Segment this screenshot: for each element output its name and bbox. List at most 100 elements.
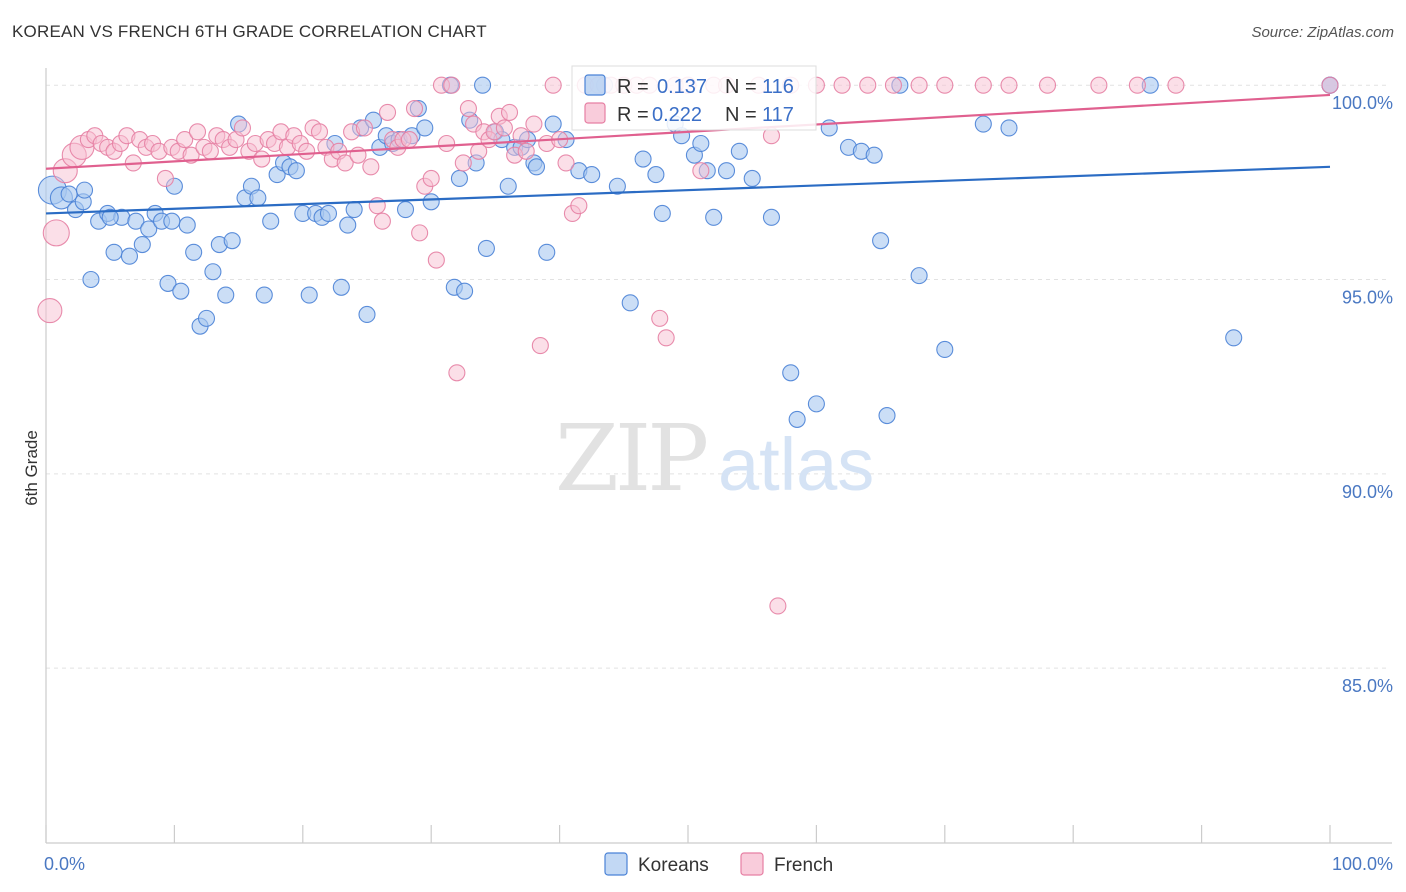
french-point	[974, 76, 992, 94]
french-point	[833, 76, 851, 94]
korean-point	[163, 212, 181, 230]
legend-french-n-label: N =	[725, 104, 757, 126]
korean-point	[456, 282, 474, 300]
french-point	[37, 298, 63, 324]
korean-point	[287, 162, 305, 180]
french-point	[176, 131, 194, 149]
legend-french-n-value: 117	[762, 104, 794, 126]
french-point	[459, 99, 477, 118]
korean-point	[159, 274, 177, 292]
trend-line-koreans	[45, 165, 1331, 215]
korean-point	[105, 243, 123, 261]
korean-point	[499, 177, 517, 195]
korean-point	[782, 364, 800, 382]
korean-point	[910, 267, 928, 285]
french-point	[298, 142, 316, 160]
french-point	[1321, 76, 1339, 94]
legend-koreans-r-value: 0.137	[657, 76, 707, 98]
french-point	[378, 103, 397, 121]
legend-french-r-label: R =	[617, 104, 649, 126]
korean-point	[450, 169, 468, 188]
french-point	[657, 329, 675, 347]
french-point	[495, 119, 513, 137]
korean-point	[1225, 329, 1243, 347]
korean-point	[872, 232, 890, 250]
french-point	[405, 99, 424, 118]
french-point	[438, 134, 456, 153]
bottom-legend-french-label: French	[774, 855, 833, 876]
french-point	[336, 154, 354, 172]
korean-point	[101, 208, 119, 226]
korean-point	[178, 216, 196, 234]
korean-point	[621, 294, 639, 312]
korean-point	[608, 177, 626, 195]
korean-point	[974, 115, 992, 133]
french-point	[310, 123, 329, 141]
french-point	[1167, 76, 1185, 94]
korean-point	[544, 115, 562, 133]
french-point	[884, 76, 902, 94]
y-tick-label: 85.0%	[1342, 676, 1393, 696]
watermark-atlas: atlas	[718, 423, 874, 506]
korean-point	[647, 166, 665, 184]
korean-point	[477, 239, 495, 257]
source-credit: Source: ZipAtlas.com	[1251, 24, 1394, 41]
bottom-legend-koreans-label: Koreans	[638, 855, 709, 876]
x-tick-label: 100.0%	[1332, 854, 1393, 874]
korean-point	[255, 286, 273, 304]
french-point	[188, 123, 207, 141]
korean-point	[538, 243, 556, 261]
french-point	[233, 119, 252, 137]
korean-point	[319, 204, 338, 222]
x-tick-label: 0.0%	[44, 854, 85, 874]
french-point	[427, 251, 445, 269]
korean-point	[878, 406, 896, 425]
french-point	[525, 115, 543, 133]
bottom-legend-french-swatch	[740, 852, 764, 876]
korean-point	[653, 204, 671, 222]
french-point	[1038, 76, 1057, 94]
legend-koreans-swatch	[584, 74, 606, 96]
korean-point	[807, 395, 825, 413]
french-point	[692, 162, 710, 180]
korean-point	[185, 243, 203, 261]
bottom-legend: Koreans French	[604, 852, 833, 876]
korean-point	[262, 212, 280, 230]
french-point	[400, 131, 418, 149]
y-tick-label: 100.0%	[1332, 93, 1393, 113]
french-point	[651, 309, 669, 327]
french-point	[156, 169, 174, 188]
french-point	[454, 154, 472, 172]
korean-point	[339, 216, 357, 234]
french-point	[373, 212, 391, 230]
french-point	[1128, 76, 1146, 94]
zipatlas-watermark: ZIP atlas	[555, 405, 874, 512]
french-point	[362, 158, 380, 176]
trend-lines	[45, 93, 1331, 215]
korean-point	[140, 220, 158, 238]
french-point	[422, 169, 440, 188]
korean-point	[223, 232, 241, 250]
french-point	[253, 150, 271, 168]
korean-point	[60, 185, 78, 203]
legend-koreans-n-label: N =	[725, 76, 757, 98]
bottom-legend-koreans-swatch	[604, 852, 628, 876]
chart-title: KOREAN VS FRENCH 6TH GRADE CORRELATION C…	[12, 22, 487, 41]
trend-line-french	[45, 93, 1331, 170]
french-point	[544, 76, 562, 94]
korean-point	[583, 166, 601, 184]
korean-point	[345, 201, 363, 219]
korean-point	[1000, 119, 1018, 137]
korean-point	[474, 76, 492, 94]
legend-koreans-n-value: 116	[762, 76, 794, 98]
axes	[45, 68, 1392, 844]
korean-point	[332, 278, 350, 296]
korean-point	[634, 150, 652, 168]
korean-point	[127, 212, 145, 230]
french-point	[448, 364, 466, 382]
french-point	[355, 119, 373, 137]
grid-lines	[46, 84, 1390, 669]
french-point	[201, 142, 219, 160]
legend-french-r-value: 0.222	[652, 104, 702, 126]
